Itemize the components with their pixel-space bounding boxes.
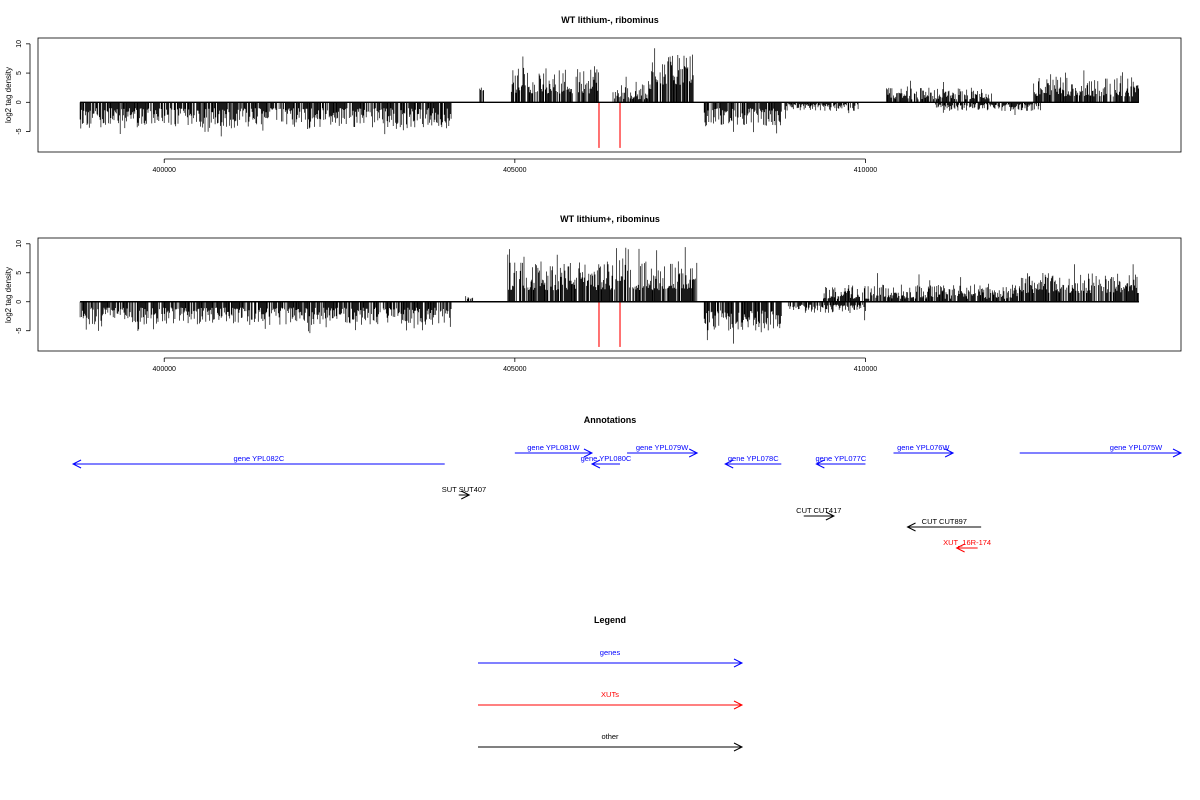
legend-items: genes XUTs other: [478, 648, 744, 752]
feature-label: gene YPL081W: [527, 443, 580, 452]
annotation-xut-16r-174: XUT_16R-174: [943, 538, 991, 553]
annotation-sut-sut407: SUT SUT407: [442, 485, 486, 500]
legend-item-gene: genes: [478, 648, 744, 668]
feature-label: SUT SUT407: [442, 485, 486, 494]
annotation-gene-ypl077c: gene YPL077C: [815, 454, 867, 469]
feature-arrowhead: [906, 522, 916, 532]
legend-label: other: [601, 732, 619, 741]
y-axis-label: log2 tag density: [4, 267, 13, 323]
feature-label: XUT_16R-174: [943, 538, 991, 547]
annotation-gene-ypl076w: gene YPL076W: [893, 443, 955, 458]
feature-label: gene YPL078C: [728, 454, 779, 463]
y-tick-label: -5: [16, 128, 23, 134]
plot-frame: [37, 37, 1182, 153]
feature-arrowhead: [461, 490, 471, 500]
feature-label: CUT CUT897: [922, 517, 967, 526]
feature-arrowhead: [733, 700, 744, 710]
feature-label: gene YPL082C: [234, 454, 285, 463]
panel-title: WT lithium+, ribominus: [560, 214, 660, 224]
red-marker-lines: [598, 102, 621, 148]
density-bar-path: [79, 48, 1139, 137]
x-tick-label: 410000: [854, 366, 877, 373]
feature-arrowhead: [1172, 448, 1183, 458]
feature-label: gene YPL080C: [581, 454, 632, 463]
red-marker-lines: [598, 301, 621, 347]
feature-label: gene YPL079W: [636, 443, 689, 452]
y-tick-label: 0: [16, 100, 23, 104]
bottom-track-panel: WT lithium+, ribominus log2 tag density …: [4, 214, 1182, 373]
y-tick-label: 5: [16, 271, 23, 275]
feature-arrowhead: [724, 459, 734, 469]
y-tick-label: 0: [16, 300, 23, 304]
annotation-cut-cut417: CUT CUT417: [796, 506, 841, 521]
legend-label: genes: [600, 648, 621, 657]
feature-arrowhead: [733, 742, 744, 752]
density-bar-path: [79, 247, 1139, 344]
x-tick-label: 400000: [153, 366, 176, 373]
y-axis: -5 0 5 10: [16, 240, 31, 334]
y-axis-label: log2 tag density: [4, 67, 13, 123]
top-track-panel: WT lithium-, ribominus log2 tag density …: [4, 15, 1182, 174]
feature-label: gene YPL075W: [1110, 443, 1163, 452]
feature-arrowhead: [815, 459, 825, 469]
legend: Legend genes XUTs other: [478, 615, 744, 752]
feature-arrowhead: [944, 448, 955, 458]
annotations-title: Annotations: [584, 415, 637, 425]
legend-item-xut: XUTs: [478, 690, 744, 710]
x-axis: 400000 405000 410000: [153, 158, 877, 174]
x-axis: 400000 405000 410000: [153, 357, 877, 373]
y-tick-label: 10: [16, 240, 23, 248]
feature-arrowhead: [688, 448, 699, 458]
legend-title: Legend: [594, 615, 626, 625]
feature-arrowhead: [955, 543, 965, 553]
x-tick-label: 405000: [503, 167, 526, 174]
y-tick-label: 10: [16, 40, 23, 48]
annotation-gene-ypl081w: gene YPL081W: [514, 443, 594, 458]
annotation-gene-ypl080c: gene YPL080C: [581, 454, 632, 469]
x-tick-label: 400000: [153, 167, 176, 174]
density-bars: [79, 247, 1139, 344]
plot-frame: [37, 237, 1182, 352]
feature-arrowhead: [825, 511, 836, 521]
feature-arrowhead: [71, 459, 82, 469]
annotation-gene-ypl078c: gene YPL078C: [724, 454, 782, 469]
density-bars: [79, 48, 1139, 137]
annotation-gene-ypl079w: gene YPL079W: [627, 443, 699, 458]
feature-label: gene YPL077C: [816, 454, 867, 463]
feature-arrowhead: [733, 658, 744, 668]
feature-label: gene YPL076W: [897, 443, 950, 452]
y-tick-label: 5: [16, 71, 23, 75]
y-tick-label: -5: [16, 328, 23, 334]
annotation-gene-ypl082c: gene YPL082C: [71, 454, 445, 469]
annotation-gene-ypl075w: gene YPL075W: [1019, 443, 1183, 458]
annotation-cut-cut897: CUT CUT897: [906, 517, 982, 532]
feature-arrowhead: [583, 448, 594, 458]
feature-arrowhead: [590, 459, 601, 469]
feature-label: CUT CUT417: [796, 506, 841, 515]
panel-title: WT lithium-, ribominus: [561, 15, 659, 25]
legend-label: XUTs: [601, 690, 619, 699]
y-axis: -5 0 5 10: [16, 40, 31, 135]
x-tick-label: 410000: [854, 167, 877, 174]
legend-item-other: other: [478, 732, 744, 752]
x-tick-label: 405000: [503, 366, 526, 373]
